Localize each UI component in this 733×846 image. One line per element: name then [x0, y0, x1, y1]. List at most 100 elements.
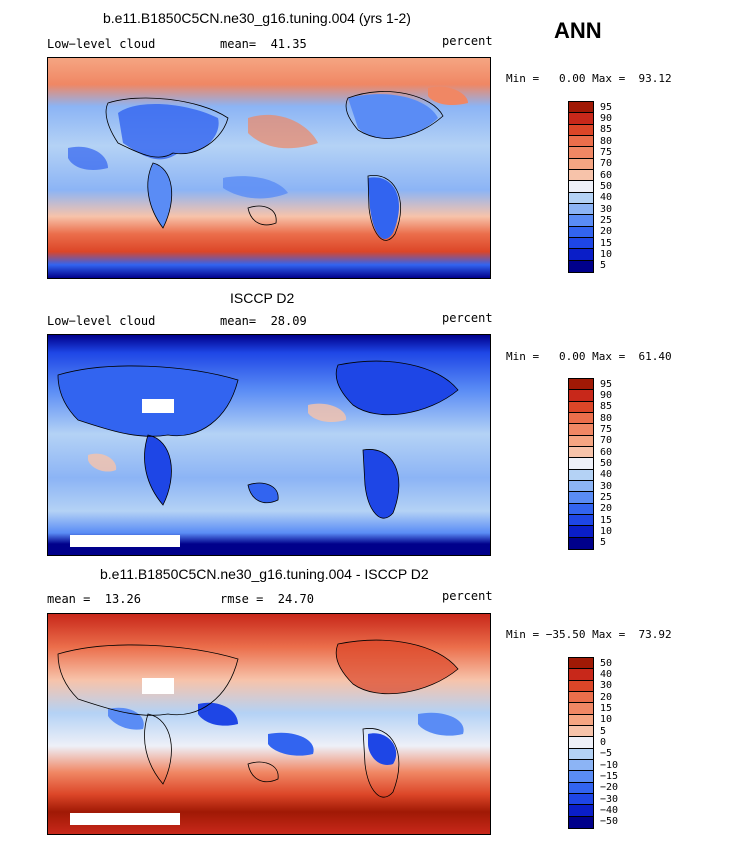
- colorbar-tick-label: 70: [600, 435, 613, 447]
- colorbar-tick-label: −5: [600, 748, 613, 760]
- colorbar-tick-label: 15: [600, 237, 613, 249]
- colorbar-cell: [569, 714, 593, 726]
- colorbar-cell: [569, 390, 593, 402]
- colorbar-tick-label: 90: [600, 390, 613, 401]
- colorbar-tick-label: −50: [600, 816, 619, 828]
- colorbar-cell: [569, 446, 593, 459]
- colorbar-tick-label: 75: [600, 147, 613, 158]
- colorbar-tick-label: 60: [600, 169, 613, 181]
- colorbar-tick-label: 60: [600, 446, 613, 458]
- colorbar-tick-label: −20: [600, 782, 619, 794]
- panel-3-units: percent: [442, 589, 493, 603]
- colorbar-tick-label: −15: [600, 771, 619, 782]
- colorbar-tick-label: −30: [600, 793, 619, 805]
- colorbar-cell: [569, 737, 593, 749]
- colorbar-cell: [569, 691, 593, 704]
- colorbar-cell: [569, 771, 593, 783]
- panel-1-map: [47, 57, 491, 279]
- colorbar-tick-label: 80: [600, 412, 613, 424]
- colorbar-tick-label: 50: [600, 458, 613, 469]
- colorbar-cell: [569, 492, 593, 504]
- colorbar-cell: [569, 526, 593, 538]
- colorbar-cell: [569, 658, 593, 670]
- panel-1-map-svg: [48, 58, 490, 278]
- colorbar-cell: [569, 725, 593, 738]
- panel-3-minmax: Min = −35.50 Max = 73.92: [506, 628, 672, 641]
- colorbar-tick-label: 20: [600, 503, 613, 515]
- panel-3-rmse: rmse = 24.70: [220, 592, 314, 606]
- colorbar-cell: [569, 480, 593, 493]
- colorbar-tick-label: 40: [600, 469, 613, 481]
- colorbar-cell: [569, 203, 593, 216]
- panel-2-mean: mean= 28.09: [220, 314, 307, 328]
- colorbar-tick-label: 75: [600, 424, 613, 435]
- panel-1-variable: Low−level cloud: [47, 37, 156, 51]
- colorbar-tick-label: 30: [600, 480, 613, 492]
- panel-2-minmax: Min = 0.00 Max = 61.40: [506, 350, 672, 363]
- panel-1-mean: mean= 41.35: [220, 37, 307, 51]
- colorbar-cell: [569, 237, 593, 250]
- colorbar-tick-label: −40: [600, 805, 619, 816]
- panel-1-units: percent: [442, 34, 493, 48]
- colorbar-cell: [569, 537, 593, 549]
- colorbar-tick-label: 10: [600, 714, 613, 726]
- colorbar-tick-label: 15: [600, 703, 613, 714]
- colorbar-cell: [569, 805, 593, 817]
- colorbar-tick-label: 95: [600, 378, 613, 390]
- colorbar-cell: [569, 249, 593, 261]
- colorbar-cell: [569, 169, 593, 182]
- colorbar-cell: [569, 379, 593, 391]
- colorbar-tick-label: 90: [600, 113, 613, 124]
- colorbar-cell: [569, 503, 593, 515]
- colorbar-cell: [569, 435, 593, 447]
- panel-2-title: ISCCP D2: [230, 290, 295, 306]
- colorbar-tick-label: 20: [600, 691, 613, 703]
- colorbar-tick-label: 5: [600, 260, 607, 272]
- panel-2-map-svg: [48, 335, 490, 555]
- colorbar-cell: [569, 816, 593, 828]
- colorbar-cell: [569, 215, 593, 227]
- panel-3-map: [47, 613, 491, 835]
- colorbar-cell: [569, 669, 593, 681]
- colorbar-cell: [569, 147, 593, 159]
- colorbar-cell: [569, 748, 593, 760]
- colorbar-tick-label: 10: [600, 249, 613, 260]
- colorbar-tick-label: 40: [600, 192, 613, 204]
- panel-2-variable: Low−level cloud: [47, 314, 156, 328]
- colorbar-cell: [569, 412, 593, 425]
- colorbar-tick-label: 25: [600, 492, 613, 503]
- colorbar-cell: [569, 759, 593, 772]
- panel-1-title: b.e11.B1850C5CN.ne30_g16.tuning.004 (yrs…: [103, 10, 411, 26]
- panel-2-colorbar: [568, 378, 594, 550]
- colorbar-cell: [569, 192, 593, 204]
- colorbar-tick-label: 50: [600, 181, 613, 192]
- panel-3-map-svg: [48, 614, 490, 834]
- colorbar-tick-label: 5: [600, 725, 607, 737]
- panel-3-colorbar-cells: [569, 658, 593, 828]
- colorbar-tick-label: 25: [600, 215, 613, 226]
- colorbar-cell: [569, 260, 593, 272]
- colorbar-cell: [569, 135, 593, 148]
- colorbar-tick-label: 5: [600, 537, 607, 549]
- colorbar-cell: [569, 680, 593, 692]
- colorbar-tick-label: 40: [600, 669, 613, 680]
- colorbar-tick-label: 30: [600, 680, 613, 692]
- panel-1-colorbar: [568, 101, 594, 273]
- colorbar-cell: [569, 124, 593, 136]
- colorbar-tick-label: 85: [600, 124, 613, 136]
- colorbar-tick-label: 0: [600, 737, 607, 748]
- colorbar-tick-label: 30: [600, 203, 613, 215]
- colorbar-cell: [569, 469, 593, 481]
- panel-3-title: b.e11.B1850C5CN.ne30_g16.tuning.004 - IS…: [100, 566, 429, 582]
- colorbar-tick-label: 80: [600, 135, 613, 147]
- colorbar-tick-label: 70: [600, 158, 613, 170]
- panel-2-units: percent: [442, 311, 493, 325]
- colorbar-cell: [569, 703, 593, 715]
- colorbar-cell: [569, 102, 593, 114]
- season-label: ANN: [554, 18, 602, 43]
- colorbar-cell: [569, 424, 593, 436]
- colorbar-cell: [569, 113, 593, 125]
- colorbar-tick-label: 15: [600, 514, 613, 526]
- panel-1-minmax: Min = 0.00 Max = 93.12: [506, 72, 672, 85]
- panel-2-map: [47, 334, 491, 556]
